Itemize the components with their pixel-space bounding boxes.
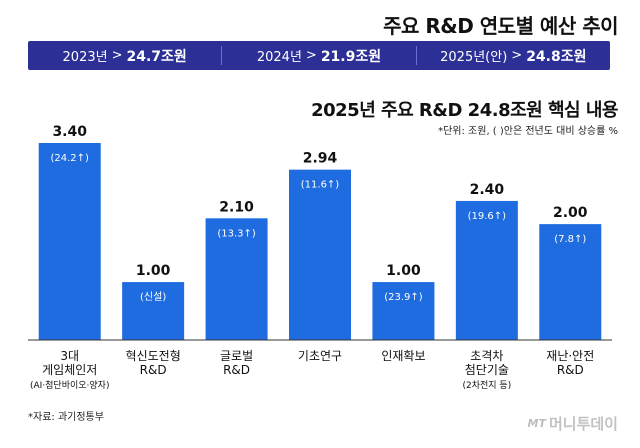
category-label: 인재확보 — [381, 349, 425, 363]
bar — [289, 169, 351, 340]
growth-annotation: (11.6↑) — [301, 180, 340, 191]
banner-2025: 2025년(안) > 24.8조원 — [417, 41, 610, 70]
category-label: 글로벌 — [220, 349, 253, 363]
category-label: 게임체인저 — [42, 363, 97, 377]
category-label: R&D — [223, 363, 250, 377]
budget-trend-banner: 2023년 > 24.7조원 2024년 > 21.9조원 2025년(안) >… — [28, 41, 610, 70]
growth-annotation: (7.8↑) — [554, 234, 586, 245]
banner-2023: 2023년 > 24.7조원 — [28, 41, 221, 70]
banner-2024-year: 2024년 — [256, 50, 302, 65]
growth-annotation: (19.6↑) — [468, 211, 507, 222]
growth-annotation: (24.2↑) — [50, 153, 89, 164]
banner-2025-value: 24.8조원 — [526, 48, 587, 65]
banner-divider — [415, 46, 417, 65]
bar — [205, 218, 268, 340]
growth-annotation: (신설) — [140, 291, 166, 303]
value-label: 1.00 — [386, 263, 421, 279]
value-label: 2.00 — [553, 205, 588, 221]
value-label: 2.40 — [470, 182, 505, 198]
bar — [539, 224, 602, 340]
chart-title: 주요 R&D 연도별 예산 추이 — [383, 14, 618, 38]
category-label: 재난·안전 — [546, 349, 594, 363]
growth-annotation: (23.9↑) — [384, 292, 423, 303]
bar — [38, 143, 101, 340]
value-label: 3.40 — [52, 124, 87, 140]
category-label: 3대 — [60, 349, 79, 363]
source-note: *자료: 과기정통부 — [28, 412, 104, 423]
growth-annotation: (13.3↑) — [217, 228, 256, 239]
banner-2024-arrow: > — [305, 48, 317, 63]
category-label: R&D — [140, 363, 167, 377]
value-label: 2.94 — [303, 151, 338, 167]
chart-subtitle: 2025년 주요 R&D 24.8조원 핵심 내용 — [311, 100, 618, 121]
banner-2025-arrow: > — [511, 48, 523, 63]
bar — [455, 200, 518, 340]
category-label: 초격차 — [470, 349, 503, 363]
banner-2023-arrow: > — [111, 48, 123, 63]
logo-mark: MT — [527, 417, 546, 430]
category-label: (AI·첨단바이오·양자) — [30, 380, 110, 391]
bar — [372, 282, 435, 340]
unit-note: *단위: 조원, ( )안은 전년도 대비 상승률 % — [438, 126, 618, 137]
category-label: (2차전지 등) — [462, 379, 511, 391]
banner-2024-value: 21.9조원 — [320, 48, 382, 65]
category-label: 혁신도전형 — [126, 349, 181, 363]
banner-divider — [221, 46, 223, 65]
banner-2024: 2024년 > 21.9조원 — [222, 41, 415, 70]
category-label: R&D — [557, 363, 584, 377]
category-label: 기초연구 — [298, 349, 342, 363]
value-label: 2.10 — [219, 199, 254, 215]
banner-2025-year: 2025년(안) — [440, 50, 508, 65]
bar — [122, 282, 185, 340]
category-label: 첨단기술 — [465, 363, 509, 377]
value-label: 1.00 — [136, 263, 171, 279]
banner-2023-year: 2023년 — [62, 50, 108, 65]
publisher-logo: MT 머니투데이 — [528, 413, 618, 434]
logo-text: 머니투데이 — [548, 415, 618, 433]
banner-2023-value: 24.7조원 — [126, 48, 187, 65]
